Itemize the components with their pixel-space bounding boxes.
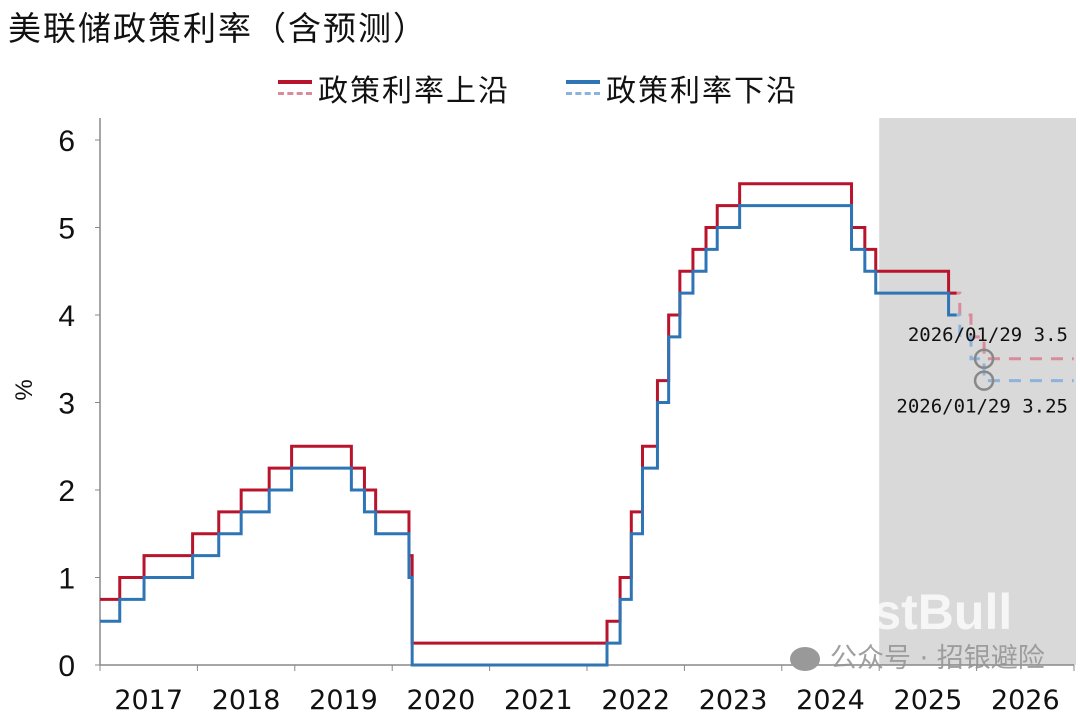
x-tick-label: 2017 [114,685,183,716]
y-tick-label: 1 [58,563,75,596]
legend-label-upper: 政策利率上沿 [318,74,510,109]
annotation-label: 2026/01/29 3.5 [908,324,1068,346]
annotation-marker [973,370,995,391]
legend-swatch-upper [278,77,312,99]
annotation-marker [973,348,995,369]
legend-item-lower: 政策利率下沿 [566,66,798,110]
y-tick-label: 6 [58,125,75,158]
x-tick-label: 2022 [601,685,670,716]
x-tick-label: 2021 [504,685,573,716]
legend-label-lower: 政策利率下沿 [606,74,798,109]
y-axis-label: % [11,379,38,400]
chart-title: 美联储政策利率（含预测） [8,9,428,48]
watermark-brand: FastBull [815,584,1013,640]
y-tick-label: 2 [58,475,75,508]
x-tick-label: 2018 [212,685,281,716]
series-lower-line [100,204,957,667]
legend-swatch-lower [566,77,600,99]
x-tick-label: 2020 [407,685,476,716]
annotation-label: 2026/01/29 3.25 [896,396,1068,418]
x-tick-label: 2025 [894,685,963,716]
series-upper-line [100,182,957,645]
legend-item-upper: 政策利率上沿 [278,66,510,110]
y-tick-label: 5 [58,213,75,246]
watermark-wechat-text: 公众号 · 招银避险 [830,643,1045,674]
x-tick-label: 2019 [309,685,378,716]
watermark-wechat: 公众号 · 招银避险 [790,643,1045,675]
x-tick-label: 2026 [991,685,1060,716]
y-tick-label: 3 [58,388,75,421]
forecast-shade [879,118,1076,665]
x-tick-label: 2023 [699,685,768,716]
y-tick-label: 4 [58,300,75,333]
x-tick-label: 2024 [796,685,865,716]
y-tick-label: 0 [58,650,75,683]
wechat-icon [790,647,820,671]
